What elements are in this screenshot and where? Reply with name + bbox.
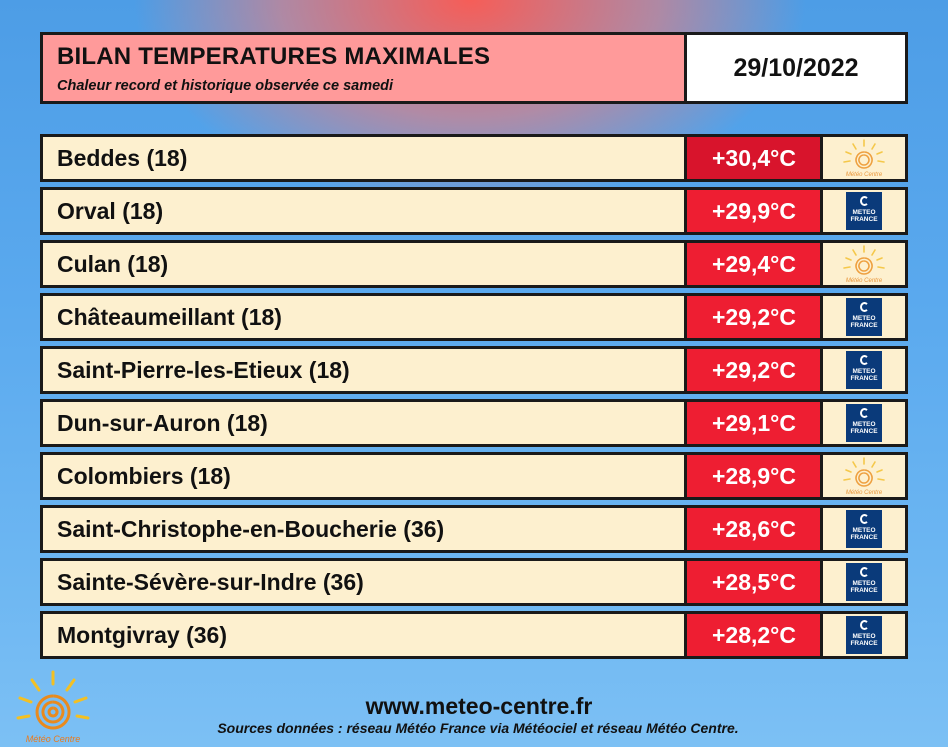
station-cell: Châteaumeillant (18) [40,293,688,341]
temperature-cell: +30,4°C [684,134,824,182]
station-name: Orval (18) [57,198,164,224]
station-cell: Beddes (18) [40,134,688,182]
station-name: Culan (18) [57,251,169,277]
meteo-france-wordmark: METEO FRANCE [850,633,878,647]
temperature-cell: +28,9°C [684,452,824,500]
source-logo-cell: METEO FRANCE [820,346,908,394]
temperature-value: +28,2°C [711,621,796,648]
temperature-value: +29,9°C [711,197,796,224]
temperature-cell: +29,2°C [684,293,824,341]
meteo-centre-logo: Météo Centre [16,670,90,744]
table-row: Sainte-Sévère-sur-Indre (36) +28,5°C METEO… [40,558,908,606]
station-name: Beddes (18) [57,145,188,171]
meteo-france-mark-icon [860,302,869,312]
temperature-value: +29,2°C [711,303,796,330]
source-logo-cell: METEO FRANCE [820,611,908,659]
station-name: Châteaumeillant (18) [57,304,282,330]
temperature-cell: +28,2°C [684,611,824,659]
report-date: 29/10/2022 [733,53,859,82]
station-cell: Sainte-Sévère-sur-Indre (36) [40,558,688,606]
meteo-centre-sun-icon: Météo Centre [843,457,885,496]
temperature-cell: +29,4°C [684,240,824,288]
temperature-value: +28,5°C [711,568,796,595]
source-logo-cell: Météo Centre [820,240,908,288]
website-url: www.meteo-centre.fr [365,693,593,719]
meteo-france-mark-icon [860,408,869,418]
table-row: Dun-sur-Auron (18) +29,1°C METEO FRANCE [40,399,908,447]
source-logo-cell: METEO FRANCE [820,558,908,606]
table-row: Saint-Pierre-les-Etieux (18) +29,2°C METEO… [40,346,908,394]
station-cell: Saint-Pierre-les-Etieux (18) [40,346,688,394]
meteo-france-mark-icon [860,514,869,524]
temperature-value: +30,4°C [711,144,796,171]
temperature-value: +28,9°C [711,462,796,489]
meteo-france-wordmark: METEO FRANCE [850,315,878,329]
page-subtitle: Chaleur record et historique observée ce… [57,78,394,94]
station-name: Saint-Christophe-en-Boucherie (36) [57,516,445,542]
station-cell: Montgivray (36) [40,611,688,659]
source-logo-cell: Météo Centre [820,134,908,182]
meteo-france-logo: METEO FRANCE [846,192,882,230]
temperature-cell: +29,9°C [684,187,824,235]
station-cell: Orval (18) [40,187,688,235]
table-row: Montgivray (36) +28,2°C METEO FRANCE [40,611,908,659]
meteo-france-mark-icon [860,620,869,630]
station-cell: Colombiers (18) [40,452,688,500]
table-row: Beddes (18) +30,4°C Météo Centre [40,134,908,182]
temperature-value: +28,6°C [711,515,796,542]
meteo-france-logo: METEO FRANCE [846,563,882,601]
station-cell: Culan (18) [40,240,688,288]
station-name: Dun-sur-Auron (18) [57,410,268,436]
temperature-value: +29,2°C [711,356,796,383]
meteo-france-wordmark: METEO FRANCE [850,209,878,223]
station-cell: Saint-Christophe-en-Boucherie (36) [40,505,688,553]
source-logo-cell: METEO FRANCE [820,187,908,235]
table-row: Châteaumeillant (18) +29,2°C METEO FRANCE [40,293,908,341]
meteo-france-logo: METEO FRANCE [846,351,882,389]
meteo-france-mark-icon [860,196,869,206]
meteo-france-logo: METEO FRANCE [846,404,882,442]
temperature-value: +29,1°C [711,409,796,436]
page-title: BILAN TEMPERATURES MAXIMALES [57,43,491,70]
temperature-cell: +28,5°C [684,558,824,606]
meteo-france-wordmark: METEO FRANCE [850,368,878,382]
station-cell: Dun-sur-Auron (18) [40,399,688,447]
station-name: Sainte-Sévère-sur-Indre (36) [57,569,364,595]
source-logo-cell: Météo Centre [820,452,908,500]
table-row: Orval (18) +29,9°C METEO FRANCE [40,187,908,235]
meteo-centre-sun-icon: Météo Centre [843,245,885,284]
table-row: Colombiers (18) +28,9°C Météo Centre [40,452,908,500]
meteo-france-mark-icon [860,355,869,365]
station-name: Saint-Pierre-les-Etieux (18) [57,357,350,383]
header-title-box: BILAN TEMPERATURES MAXIMALES Chaleur rec… [40,32,688,104]
table-row: Culan (18) +29,4°C Météo Centre [40,240,908,288]
station-name: Montgivray (36) [57,622,227,648]
date-box: 29/10/2022 [684,32,908,104]
svg-text:Météo Centre: Météo Centre [846,172,883,178]
meteo-france-logo: METEO FRANCE [846,298,882,336]
meteo-france-logo: METEO FRANCE [846,616,882,654]
temperature-value: +29,4°C [711,250,796,277]
temperature-cell: +28,6°C [684,505,824,553]
meteo-france-wordmark: METEO FRANCE [850,527,878,541]
meteo-france-wordmark: METEO FRANCE [850,421,878,435]
source-logo-cell: METEO FRANCE [820,293,908,341]
temperature-cell: +29,1°C [684,399,824,447]
meteo-france-logo: METEO FRANCE [846,510,882,548]
source-logo-cell: METEO FRANCE [820,399,908,447]
svg-text:Météo Centre: Météo Centre [26,734,81,744]
temperature-cell: +29,2°C [684,346,824,394]
table-row: Saint-Christophe-en-Boucherie (36) +28,6°… [40,505,908,553]
meteo-france-mark-icon [860,567,869,577]
station-name: Colombiers (18) [57,463,231,489]
meteo-centre-sun-icon: Météo Centre [843,139,885,178]
svg-text:Météo Centre: Météo Centre [846,490,883,496]
svg-text:Météo Centre: Météo Centre [846,278,883,284]
meteo-france-wordmark: METEO FRANCE [850,580,878,594]
source-logo-cell: METEO FRANCE [820,505,908,553]
data-sources: Sources données : réseau Météo France vi… [217,720,739,736]
